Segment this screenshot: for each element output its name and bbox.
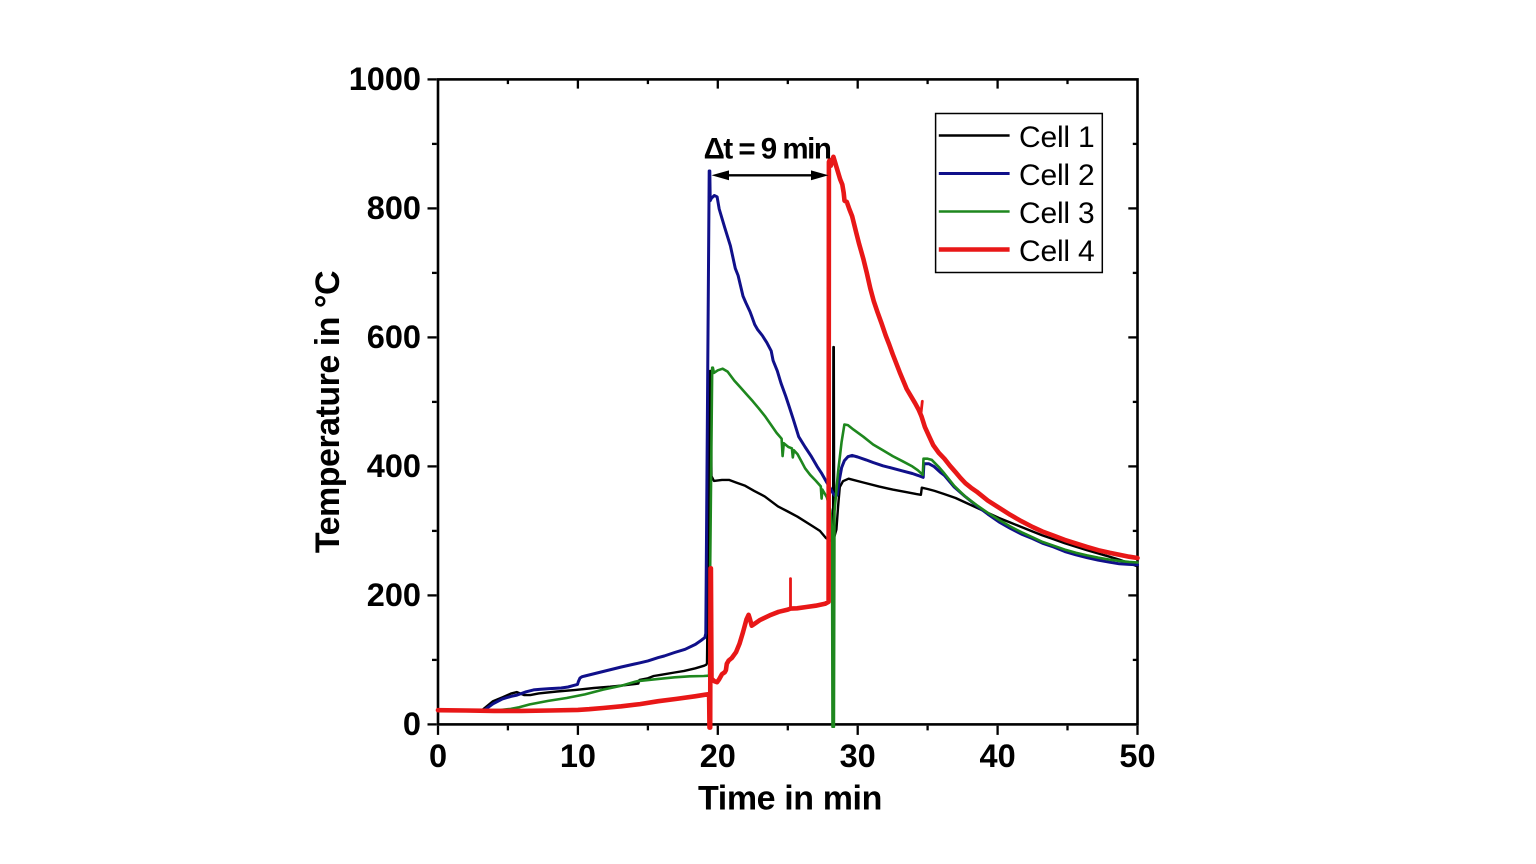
svg-text:30: 30	[840, 738, 876, 774]
svg-text:Cell 3: Cell 3	[1019, 197, 1095, 230]
svg-text:40: 40	[980, 738, 1016, 774]
svg-text:Cell 1: Cell 1	[1019, 121, 1095, 154]
svg-text:Δt = 9 min: Δt = 9 min	[704, 133, 831, 166]
svg-text:200: 200	[367, 577, 421, 613]
svg-text:50: 50	[1119, 738, 1155, 774]
svg-text:Time in min: Time in min	[698, 780, 882, 818]
svg-text:Cell 4: Cell 4	[1019, 235, 1095, 268]
svg-text:Temperature in °C: Temperature in °C	[309, 271, 347, 553]
svg-text:800: 800	[367, 190, 421, 226]
svg-text:400: 400	[367, 448, 421, 484]
svg-text:10: 10	[560, 738, 596, 774]
svg-text:1000: 1000	[349, 61, 421, 97]
svg-text:600: 600	[367, 319, 421, 355]
svg-text:20: 20	[700, 738, 736, 774]
svg-text:Cell 2: Cell 2	[1019, 159, 1095, 192]
svg-text:0: 0	[403, 706, 421, 742]
svg-text:0: 0	[429, 738, 447, 774]
